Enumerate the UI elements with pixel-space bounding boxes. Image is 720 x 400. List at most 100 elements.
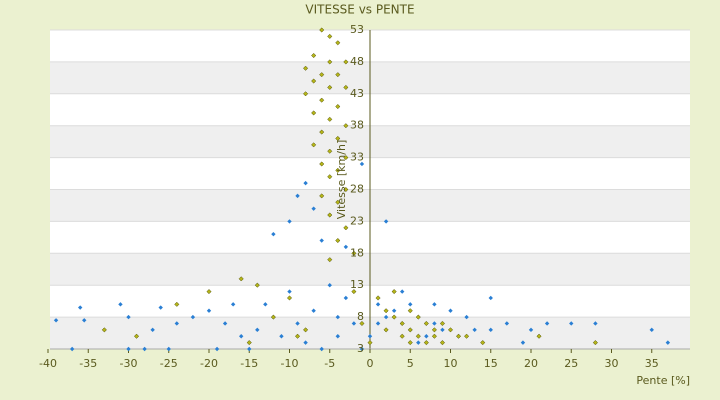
point [351,289,357,295]
point [432,321,437,326]
point [303,91,309,97]
point [343,295,349,301]
point [367,340,373,346]
x-tick-label: -35 [79,357,97,370]
y-tick-label: 23 [350,214,364,227]
point [174,321,179,326]
point [82,318,87,323]
y-tick-label: 43 [350,87,364,100]
point [270,314,276,320]
point [238,276,244,282]
x-tick-label: -40 [39,357,57,370]
point [592,340,598,346]
point [327,116,333,122]
point [391,314,397,320]
point [383,219,389,224]
point [311,206,316,211]
point [528,327,534,333]
point [367,334,373,339]
point [247,346,252,352]
point [335,104,341,110]
point [480,340,486,346]
point [190,314,196,320]
point [214,346,220,352]
x-tick-label: 15 [484,357,498,370]
point [294,333,301,339]
point [335,237,341,244]
point [399,320,405,327]
point [335,314,340,320]
point [319,346,324,352]
point [424,334,429,339]
point [319,129,325,135]
point [327,174,333,180]
point [287,289,292,294]
point [343,244,349,250]
point [166,346,171,352]
y-tick-label: 38 [350,119,364,132]
y-tick-label: 53 [350,23,364,36]
point [343,186,349,193]
marks [53,27,671,352]
point [303,180,308,186]
point [423,320,429,327]
point [327,148,333,154]
x-tick-label: -25 [160,357,178,370]
point [649,327,654,333]
point [311,142,317,148]
y-tick-label: 18 [350,246,364,259]
point [375,321,381,326]
point [383,314,389,320]
point [255,327,260,333]
x-tick-label: -15 [240,357,258,370]
x-tick-label: 5 [407,357,414,370]
point [254,282,260,288]
point [391,289,397,295]
x-tick-label: -20 [200,357,218,370]
point [311,52,317,59]
point [319,97,325,103]
point [327,84,333,90]
point [246,340,252,346]
point [319,27,325,33]
point [319,193,325,199]
point [158,305,163,310]
point [327,283,332,288]
point [343,225,349,231]
point [295,321,300,326]
point [319,161,325,167]
point [311,308,316,313]
point [343,84,349,90]
x-tick-label: 30 [605,357,619,370]
point [440,327,445,333]
y-axis-title: Vitesse [km/h] [335,140,348,220]
point [303,65,309,71]
chart-title: VITESSE vs PENTE [305,3,414,17]
x-tick-label: 10 [444,357,458,370]
point [311,78,317,84]
point [295,193,300,199]
point [303,340,308,345]
point [520,340,526,345]
point [391,308,397,313]
x-tick-label: 20 [524,357,538,370]
x-tick-label: -5 [324,357,335,370]
point [504,321,510,326]
x-axis-title: Pente [%] [636,374,690,387]
point [230,302,236,307]
point [431,333,437,339]
point [407,340,413,346]
y-tick-label: 8 [357,310,364,323]
point [263,302,268,307]
point [335,334,340,339]
point [375,302,381,307]
point [439,340,446,346]
point [69,346,75,352]
point [593,321,598,326]
y-tick-label: 13 [350,278,364,291]
point [416,340,421,345]
point [431,327,437,333]
y-tick-label: 48 [350,55,364,68]
point [319,238,324,243]
